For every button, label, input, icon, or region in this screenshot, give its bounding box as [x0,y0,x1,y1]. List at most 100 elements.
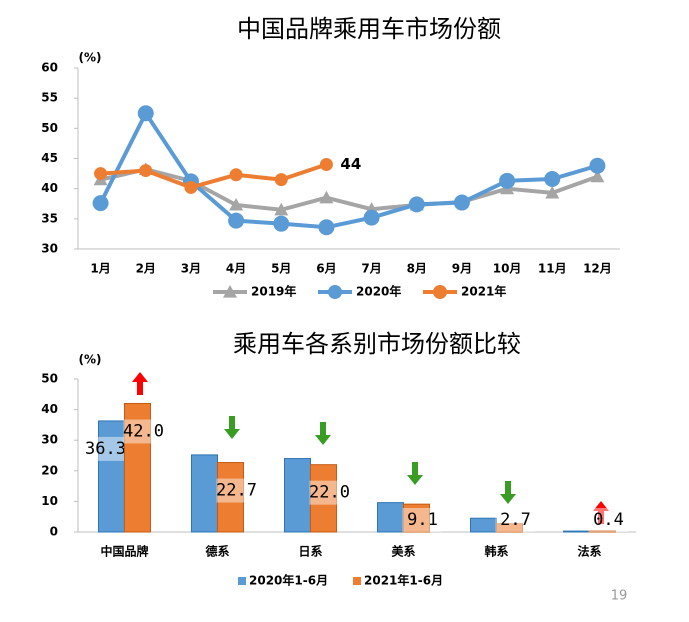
legend-swatch [353,577,361,585]
point [223,285,237,298]
bar [496,523,523,533]
x-tick-label: 4月 [226,262,246,276]
data-label: 22.7 [216,481,257,501]
bar [470,517,497,533]
point [184,180,198,194]
point [589,157,606,174]
y-tick-label: 40 [41,402,58,416]
y-tick-label: 30 [41,433,58,447]
point [229,197,244,211]
point [363,209,380,226]
legend-label: 2020年1-6月 [249,573,328,588]
data-label: 36.3 [85,439,126,459]
y-tick-label: 35 [41,211,58,225]
legend-label: 2019年 [251,284,296,299]
x-tick-label: 1月 [90,262,110,276]
y-unit: (%) [79,51,102,65]
point [228,212,245,229]
point [328,285,342,299]
y-tick-label: 10 [41,494,58,508]
y-tick-label: 40 [41,181,58,195]
legend-label: 2021年1-6月 [364,573,443,588]
point [408,196,425,213]
point [544,171,561,188]
x-tick-label: 中国品牌 [100,544,148,559]
point [274,202,289,216]
x-tick-label: 5月 [271,262,291,276]
y-unit: (%) [79,353,102,367]
y-tick-label: 45 [41,151,58,165]
data-label: 44 [340,155,361,173]
label-box [495,508,536,532]
data-label: 42.0 [123,421,164,441]
point [453,194,470,211]
x-tick-label: 德系 [205,544,229,559]
bar [284,458,311,533]
data-label: 9.1 [407,510,438,530]
x-tick-label: 6月 [316,262,336,276]
bar [310,464,337,533]
down-arrow [224,416,240,439]
y-tick-label: 0 [50,525,58,539]
down-arrow [407,462,423,485]
down-arrow [315,422,331,445]
bar [98,420,125,533]
x-tick-label: 12月 [583,262,612,276]
bar [589,530,616,533]
bar [191,454,218,533]
point [92,195,109,212]
point [319,190,334,204]
y-tick-label: 60 [41,61,58,75]
label-box [85,436,126,461]
data-label: 0.4 [593,510,624,530]
point [137,105,154,122]
x-tick-label: 3月 [181,262,201,276]
legend-swatch [238,577,246,585]
point [139,164,153,178]
x-tick-label: 日系 [298,544,322,559]
y-tick-label: 30 [41,242,58,256]
x-tick-label: 法系 [577,544,601,559]
y-tick-label: 20 [41,463,58,477]
label-box [588,508,629,532]
x-tick-label: 9月 [452,262,472,276]
line [100,162,328,190]
data-label: 2.7 [500,510,531,530]
point [94,167,108,181]
x-tick-label: 韩系 [484,544,508,559]
page-number: 19 [611,589,628,604]
label-box [216,478,257,503]
x-tick-label: 11月 [538,262,567,276]
bar [377,502,404,533]
point [229,168,243,182]
x-tick-label: 8月 [407,262,427,276]
point [590,169,605,183]
label-box [123,419,164,444]
down-arrow [500,481,516,504]
y-tick-label: 50 [41,372,58,386]
y-tick-label: 50 [41,121,58,135]
bar [403,503,430,533]
x-tick-label: 2月 [136,262,156,276]
change-arrows [132,372,609,524]
up-arrow [132,372,148,395]
line [100,167,599,212]
point [433,285,447,299]
x-tick-label: 美系 [391,544,415,559]
point [274,173,288,187]
bar [563,530,590,533]
point [319,158,333,172]
bar [217,462,244,533]
point [545,185,560,199]
point [318,219,335,236]
point [273,215,290,232]
bar [124,402,151,533]
label-box [309,480,350,505]
point [499,172,516,189]
label-box [402,508,443,532]
legend-label: 2021年 [461,284,506,299]
x-tick-label: 7月 [361,262,381,276]
up-arrow [593,501,609,524]
x-tick-label: 10月 [493,262,522,276]
